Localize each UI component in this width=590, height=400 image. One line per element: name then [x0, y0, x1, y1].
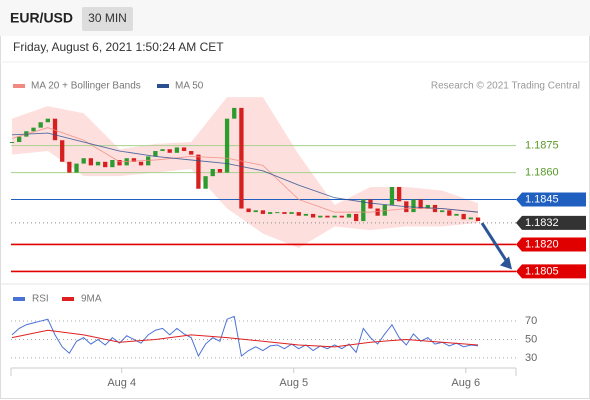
level-tag: [516, 237, 586, 252]
level-label: 1.1845: [525, 193, 559, 205]
arrow: [480, 222, 510, 265]
candle: [253, 210, 258, 213]
candle: [346, 213, 352, 218]
candle: [95, 161, 101, 166]
level-label: 1.1805: [525, 265, 559, 277]
level-label: 1.1860: [525, 166, 559, 178]
candle: [339, 215, 344, 218]
legend-label: RSI: [32, 294, 49, 305]
candle: [461, 213, 466, 220]
candle: [418, 199, 423, 209]
candle: [289, 212, 294, 214]
ma-line: [11, 132, 479, 213]
candle: [296, 212, 301, 216]
candle: [232, 107, 237, 119]
candle: [468, 217, 473, 220]
candle: [224, 118, 230, 173]
symbol: EUR/USD: [10, 10, 73, 26]
legend-swatch: [62, 297, 74, 301]
candle: [153, 151, 158, 157]
candle: [203, 176, 208, 189]
credit: Research © 2021 Trading Central: [431, 81, 580, 92]
candle: [353, 213, 359, 222]
candle: [246, 208, 251, 213]
candle: [181, 147, 187, 152]
candle: [160, 149, 165, 152]
legend-label: MA 20 + Bollinger Bands: [31, 81, 141, 92]
candle: [88, 158, 94, 166]
y-tick-label: 50: [525, 333, 537, 345]
candle: [440, 210, 445, 213]
candle: [45, 118, 50, 123]
candle: [475, 217, 481, 222]
candle: [103, 161, 108, 168]
candle: [325, 215, 330, 218]
candle: [138, 161, 144, 166]
candle: [167, 149, 172, 153]
candle: [67, 161, 72, 173]
candle: [110, 160, 115, 168]
candle: [60, 140, 65, 162]
legend-swatch: [157, 84, 169, 88]
level-label: 1.1820: [525, 238, 559, 250]
level-label: 1.1875: [525, 140, 559, 152]
indicator-line: [11, 315, 479, 358]
x-tick-label: Aug 5: [279, 377, 308, 389]
candle: [368, 199, 373, 209]
candle: [275, 212, 280, 214]
timeframe[interactable]: 30 MIN: [88, 11, 127, 25]
candle: [189, 151, 194, 155]
legend-swatch: [13, 84, 25, 88]
candle: [361, 199, 366, 222]
candle: [210, 168, 215, 177]
candle: [9, 142, 15, 144]
candle: [303, 213, 309, 216]
level-label: 1.1832: [525, 217, 559, 229]
candle: [74, 163, 79, 173]
candle: [31, 127, 36, 132]
y-tick-label: 70: [525, 315, 537, 327]
level-tag: [516, 215, 586, 230]
arrow-head: [500, 256, 512, 270]
legend-swatch: [13, 297, 25, 301]
datetime: Friday, August 6, 2021 1:50:24 AM CET: [13, 40, 224, 54]
candle: [174, 147, 180, 153]
candle: [447, 210, 452, 216]
candle: [318, 215, 323, 218]
indicator-line: [11, 329, 479, 348]
candle: [332, 215, 337, 218]
legend-label: MA 50: [175, 81, 204, 92]
y-tick-label: 30: [525, 352, 537, 364]
level-tag: [516, 264, 586, 279]
x-tick-label: Aug 6: [451, 377, 480, 389]
candle: [411, 199, 416, 213]
candle: [396, 186, 402, 202]
candle: [425, 204, 430, 209]
candle: [146, 156, 151, 166]
timeframe-box[interactable]: [82, 7, 133, 31]
legend-label: 9MA: [81, 294, 102, 305]
level-tag: [516, 192, 586, 207]
candle: [375, 208, 380, 216]
candle: [196, 154, 201, 189]
candle: [282, 212, 287, 214]
candle: [454, 213, 459, 216]
candle: [17, 136, 22, 143]
candle: [81, 158, 86, 164]
candle: [117, 160, 122, 166]
candle: [239, 107, 244, 209]
candle: [131, 158, 137, 162]
candle: [217, 168, 223, 173]
candle: [38, 122, 43, 128]
candle: [389, 186, 395, 205]
candle: [267, 212, 273, 214]
candle: [260, 210, 266, 214]
candle: [52, 118, 58, 141]
x-tick-label: Aug 4: [107, 377, 136, 389]
candle: [310, 213, 316, 218]
